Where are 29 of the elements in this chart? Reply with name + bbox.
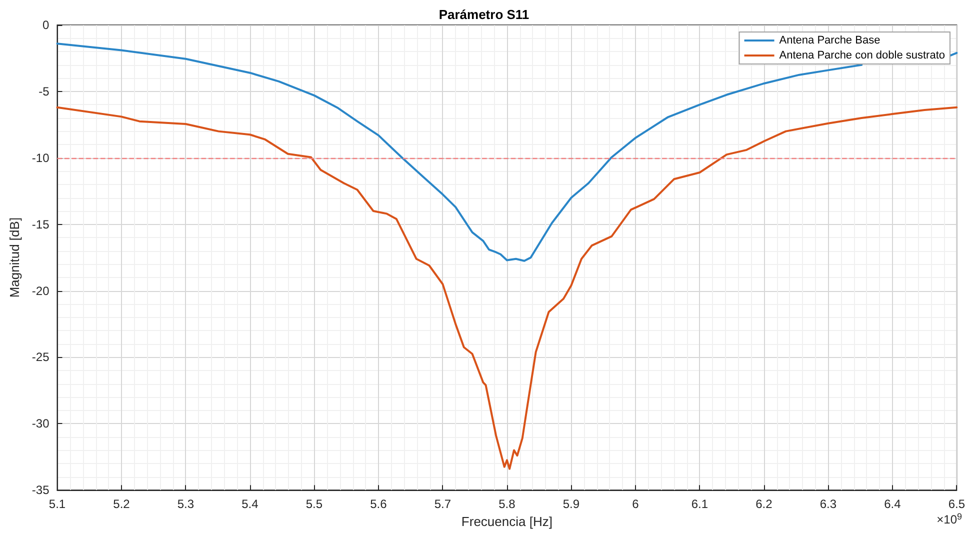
x-tick-label: 6.2	[756, 497, 773, 512]
x-axis-title: Frecuencia [Hz]	[461, 514, 552, 529]
y-tick-label: -15	[32, 217, 50, 232]
y-tick-label: 0	[42, 18, 50, 32]
legend-label: Antena Parche con doble sustrato	[779, 50, 946, 62]
y-tick-label: -25	[32, 350, 50, 364]
x-tick-label: 5.1	[48, 497, 66, 512]
x-tick-label: 6	[632, 497, 640, 512]
line-series	[56, 106, 958, 470]
y-tick-label: -30	[32, 416, 50, 431]
x-tick-label: 5.8	[498, 497, 516, 512]
x-tick-label: 5.3	[177, 497, 194, 512]
x-tick-label: 5.9	[562, 497, 580, 512]
x-tick-label: 6.3	[820, 497, 837, 512]
x-tick-label: 5.5	[306, 497, 323, 512]
x-tick-label: 6.4	[884, 497, 902, 512]
chart-title: Parámetro S11	[438, 7, 530, 22]
y-tick-label: -10	[32, 150, 50, 165]
x-tick-label: 5.7	[434, 497, 452, 512]
legend-label: Antena Parche Base	[779, 34, 880, 46]
x-tick-label: 5.6	[370, 497, 388, 512]
y-tick-label: -5	[38, 84, 50, 98]
y-tick-label: -20	[32, 284, 50, 298]
x-tick-label: 6.5	[948, 497, 966, 512]
x-tick-label: 5.4	[242, 497, 259, 512]
x-tick-label: 5.2	[113, 497, 130, 512]
x-tick-label: 6.1	[691, 497, 708, 512]
y-axis-title: Magnitud [dB]	[7, 217, 22, 298]
y-tick-label: -35	[32, 483, 50, 498]
